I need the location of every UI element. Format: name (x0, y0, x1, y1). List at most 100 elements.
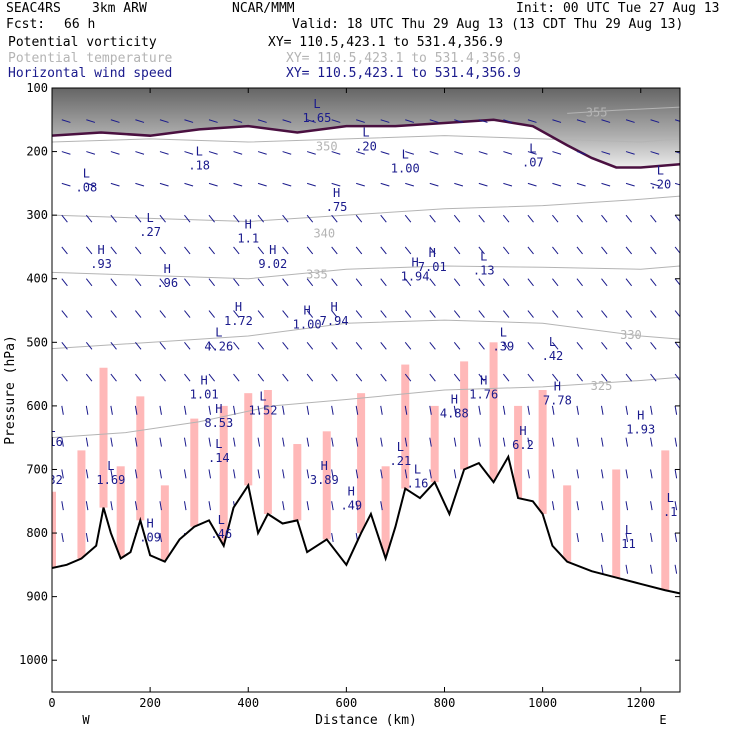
extremum-value: .21 (390, 454, 412, 468)
wind-vector (429, 182, 439, 187)
wind-vector (601, 342, 608, 350)
wind-vector (601, 405, 604, 415)
wind-vector (61, 501, 64, 511)
extremum-type-H: H (519, 424, 526, 438)
wind-vector (134, 405, 138, 415)
wind-vector (478, 310, 485, 318)
extremum-type-L: L (657, 164, 664, 178)
y-tick-label: 100 (26, 81, 48, 95)
wind-vector (110, 246, 117, 255)
extremum-value: 1.00 (293, 317, 322, 331)
extremum-value: .27 (139, 225, 161, 239)
x-axis-east-label: E (659, 713, 666, 727)
extremum-value: 1.72 (224, 314, 253, 328)
extremum-value: .16 (407, 476, 429, 490)
wind-vector (110, 405, 113, 415)
wind-vector (159, 246, 166, 255)
extremum-type-H: H (554, 380, 561, 394)
wind-vector (502, 437, 506, 447)
wind-vector (650, 278, 657, 287)
extremum-type-L: L (196, 144, 203, 158)
wind-vector (208, 373, 215, 382)
wind-vector (306, 278, 314, 287)
extremum-type-H: H (200, 373, 207, 387)
wind-vector (208, 437, 212, 447)
wind-vector (110, 119, 120, 123)
wind-vector (134, 437, 138, 447)
wind-vector (453, 310, 461, 318)
wind-vector (184, 119, 194, 123)
wind-vector (331, 532, 334, 543)
wind-vector (355, 469, 359, 479)
wind-vector (134, 469, 138, 479)
wind-vector (282, 405, 285, 415)
extremum-type-L: L (107, 459, 114, 473)
wind-vector (576, 405, 579, 415)
extremum-value: .39 (493, 340, 515, 354)
wind-vector (576, 469, 579, 479)
wind-vector (159, 278, 166, 287)
wind-vector (674, 437, 678, 447)
wind-vector (650, 437, 653, 447)
wind-vector (184, 151, 194, 155)
theta-contour-330 (52, 319, 680, 350)
wind-vector (257, 151, 267, 155)
wind-vector (257, 310, 265, 318)
wind-vector (135, 182, 145, 187)
wind-vector (306, 246, 314, 255)
wind-vector (478, 342, 485, 350)
wind-vector (135, 151, 145, 155)
extremum-type-L: L (667, 491, 674, 505)
wind-vector (601, 564, 604, 574)
theta-label-330: 330 (620, 328, 642, 342)
wind-vector (601, 469, 604, 479)
wind-vector (159, 501, 162, 511)
extremum-type-H: H (215, 402, 222, 416)
extremum-value: .46 (210, 527, 232, 541)
wind-vector (404, 373, 412, 382)
wind-vector (453, 373, 461, 382)
wind-vector (306, 469, 310, 479)
extremum-value: 7.94 (320, 314, 349, 328)
wind-vector (135, 246, 142, 255)
wind-vector (306, 501, 310, 511)
wind-vector (576, 246, 583, 255)
wind-vector (380, 469, 383, 479)
wind-vector (85, 310, 93, 318)
wind-vector (110, 278, 117, 287)
wind-vector (527, 151, 537, 155)
extremum-type-L: L (480, 249, 487, 263)
wind-vector (478, 151, 488, 155)
wind-vector (453, 405, 457, 415)
y-tick-label: 800 (26, 526, 48, 540)
wind-vector (355, 342, 363, 350)
wind-vector (478, 437, 481, 447)
wind-vector (355, 437, 359, 447)
wind-vector (650, 342, 657, 350)
wind-vector (331, 373, 338, 382)
wind-vector (380, 246, 387, 255)
wind-vector (61, 246, 68, 255)
extremum-value: .75 (326, 200, 348, 214)
extremum-type-H: H (304, 303, 311, 317)
wind-vector (454, 182, 464, 187)
wind-vector (551, 405, 555, 415)
wind-vector (650, 310, 657, 318)
extremum-type-H: H (451, 392, 458, 406)
wind-vector (503, 119, 513, 123)
wind-vector (453, 246, 461, 255)
wind-shading-column (514, 405, 523, 499)
project-title: SEAC4RS (6, 1, 61, 16)
extremum-type-H: H (235, 300, 242, 314)
legend-wind-xy: XY= 110.5,423.1 to 531.4,356.9 (286, 66, 521, 81)
wind-vector (86, 182, 96, 187)
forecast-label: Fcst: (6, 17, 46, 32)
wind-vector (135, 310, 142, 318)
wind-vector (184, 246, 191, 255)
x-tick-label: 1200 (626, 696, 655, 710)
y-tick-label: 500 (26, 335, 48, 349)
organization-label: NCAR/MMM (232, 1, 295, 16)
wind-vector (674, 469, 678, 479)
wind-vector (650, 501, 653, 511)
